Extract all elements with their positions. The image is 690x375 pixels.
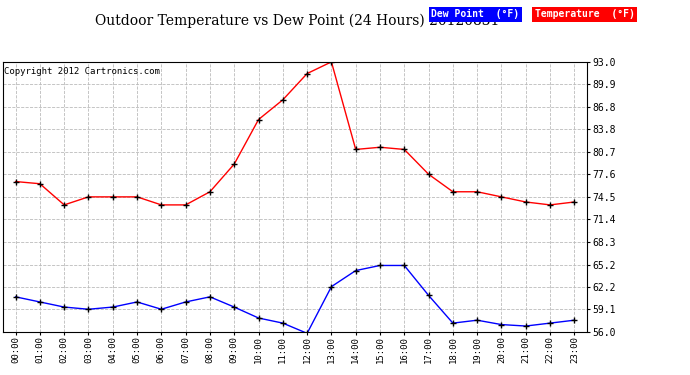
Text: Temperature  (°F): Temperature (°F) (535, 9, 635, 20)
Text: Outdoor Temperature vs Dew Point (24 Hours) 20120831: Outdoor Temperature vs Dew Point (24 Hou… (95, 13, 499, 27)
Text: Dew Point  (°F): Dew Point (°F) (431, 9, 520, 20)
Text: Copyright 2012 Cartronics.com: Copyright 2012 Cartronics.com (4, 67, 160, 76)
